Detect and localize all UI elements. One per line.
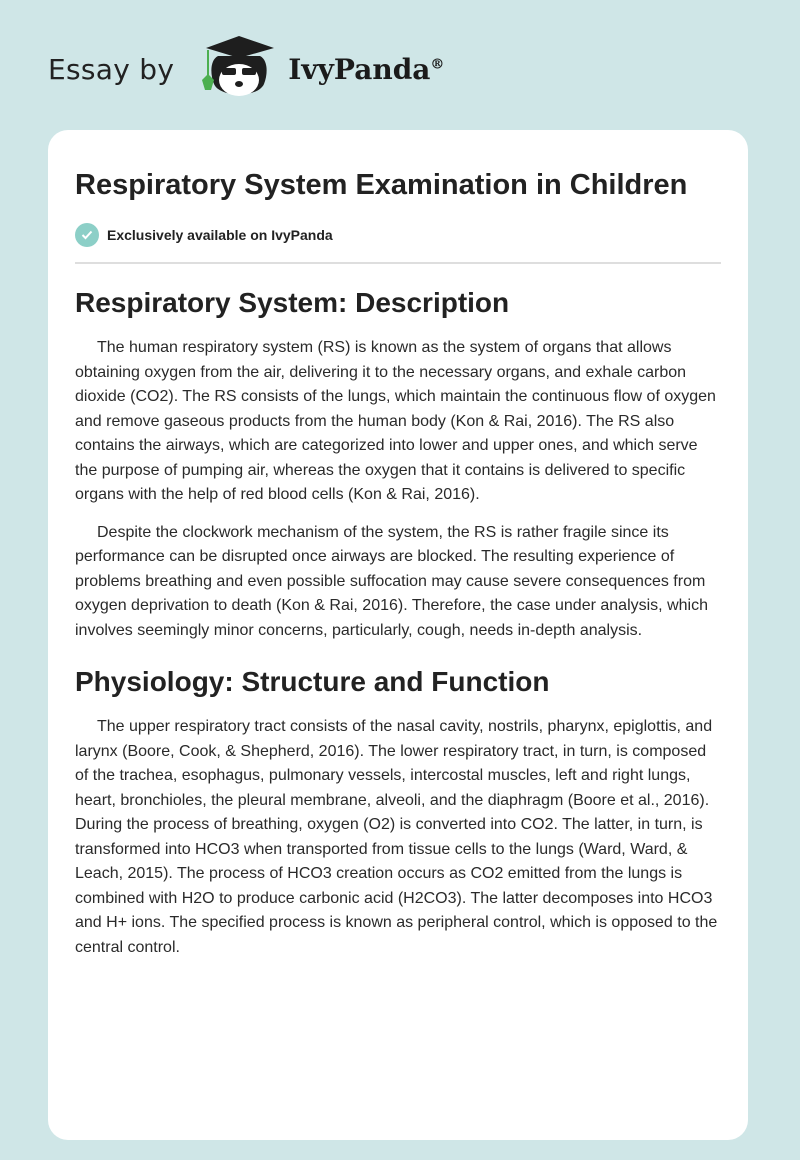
- panda-logo-icon[interactable]: [196, 34, 282, 104]
- essay-by-label: Essay by: [48, 52, 175, 86]
- site-header: Essay by IvyPanda®: [48, 34, 444, 104]
- check-circle-icon: [75, 223, 99, 247]
- paragraph: Despite the clockwork mechanism of the s…: [75, 523, 708, 639]
- divider: [75, 262, 721, 264]
- brand-text: IvyPanda: [288, 52, 431, 86]
- brand-name: IvyPanda®: [288, 53, 444, 86]
- badge-text: Exclusively available on IvyPanda: [107, 227, 333, 243]
- exclusive-badge: Exclusively available on IvyPanda: [75, 222, 721, 248]
- section-heading: Physiology: Structure and Function: [75, 666, 550, 697]
- paragraph: The human respiratory system (RS) is kno…: [75, 339, 716, 503]
- section-heading: Respiratory System: Description: [75, 287, 510, 318]
- page-title: Respiratory System Examination in Childr…: [75, 169, 688, 201]
- registered-mark: ®: [430, 56, 445, 73]
- essay-card: Respiratory System Examination in Childr…: [48, 130, 748, 1140]
- paragraph: The upper respiratory tract consists of …: [75, 718, 718, 956]
